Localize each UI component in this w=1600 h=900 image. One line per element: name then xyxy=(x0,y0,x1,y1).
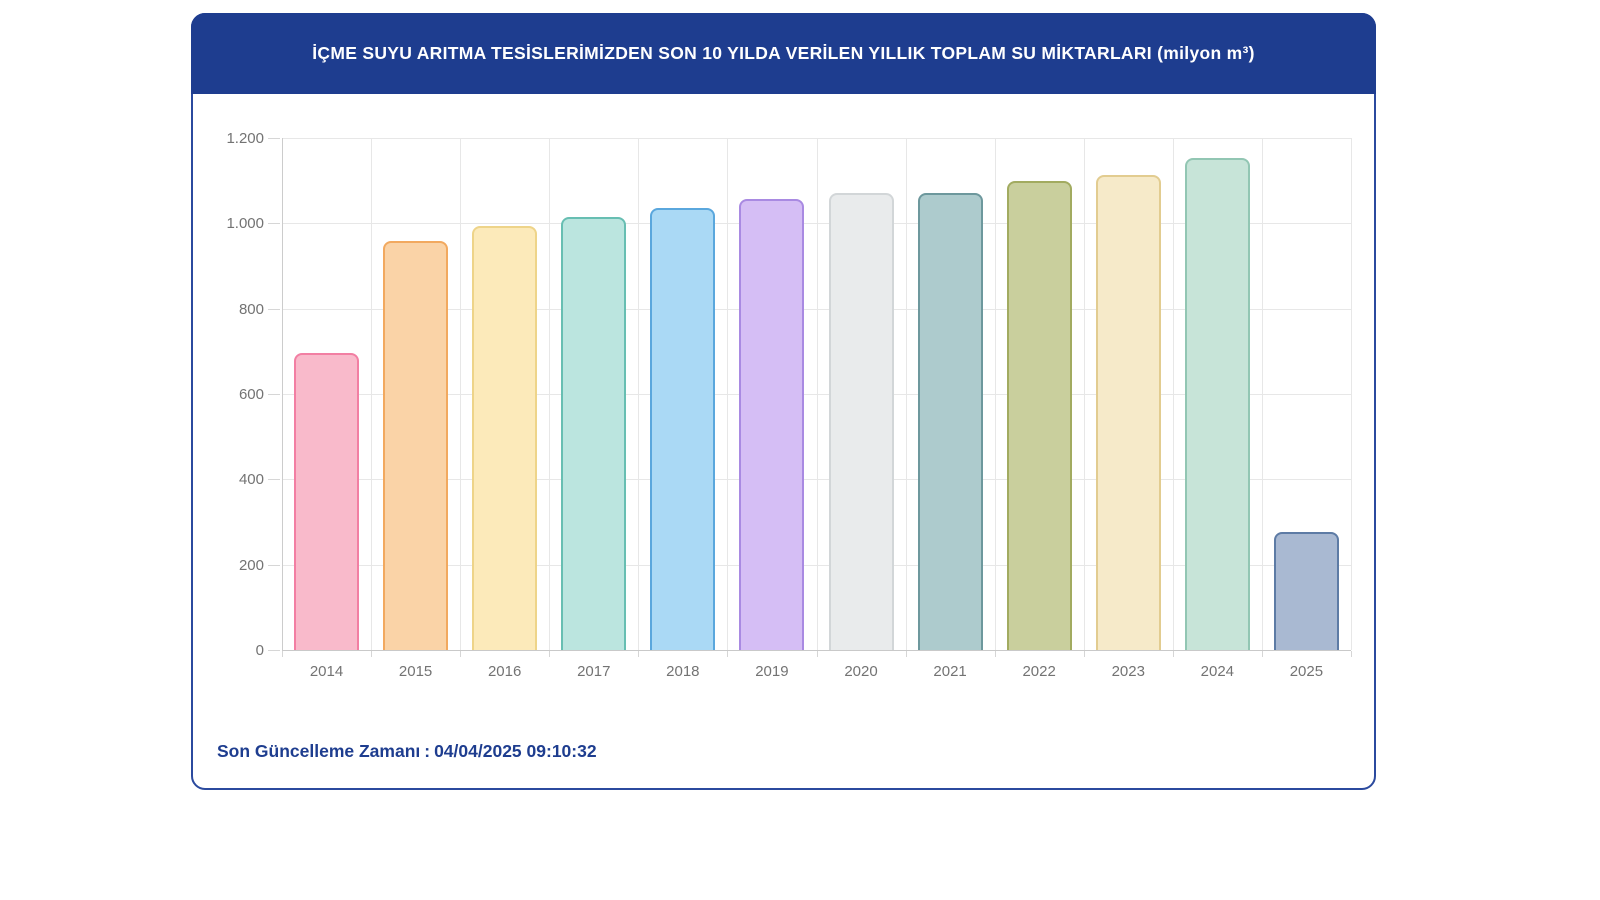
v-gridline-2 xyxy=(460,138,462,650)
x-axis-label-2023: 2023 xyxy=(1111,663,1145,680)
x-tick-7 xyxy=(905,651,907,657)
y-tick-1.200 xyxy=(268,138,280,139)
last-update-separator: : xyxy=(424,741,431,761)
v-gridline-11 xyxy=(1261,138,1263,650)
x-axis-label-2014: 2014 xyxy=(309,663,344,680)
y-tick-600 xyxy=(268,394,280,395)
y-tick-800 xyxy=(268,308,280,310)
x-tick-2 xyxy=(460,651,462,657)
v-gridline-1 xyxy=(371,138,373,650)
y-axis-label-0: 0 xyxy=(255,642,264,659)
bar-2017[interactable] xyxy=(561,217,626,650)
x-axis-label-2025: 2025 xyxy=(1289,663,1324,680)
y-axis-label-600: 600 xyxy=(238,386,264,403)
v-gridline-4 xyxy=(638,138,640,650)
v-gridline-3 xyxy=(549,138,551,650)
last-update-label: Son Güncelleme Zamanı xyxy=(217,741,421,761)
y-axis-label-800: 800 xyxy=(238,300,264,318)
chart-plot[interactable]: 0 200 400 600 800 1.000 1.200 2014 2015 2016 2017 2… xyxy=(226,131,1352,680)
bar-2021[interactable] xyxy=(918,193,983,650)
last-update-value: 04/04/2025 09:10:32 xyxy=(434,741,597,761)
y-tick-200 xyxy=(268,564,280,566)
y-axis-label-1.200: 1.200 xyxy=(226,130,264,147)
x-tick-5 xyxy=(727,651,729,657)
x-tick-4 xyxy=(638,651,640,657)
v-gridline-6 xyxy=(816,138,818,650)
x-tick-10 xyxy=(1172,651,1174,657)
y-tick-0 xyxy=(268,650,280,651)
bar-2020[interactable] xyxy=(829,193,894,650)
v-gridline-10 xyxy=(1172,138,1174,650)
x-tick-0 xyxy=(282,651,283,657)
x-axis-label-2015: 2015 xyxy=(398,663,433,680)
x-axis-label-2020: 2020 xyxy=(844,663,878,680)
y-axis-label-200: 200 xyxy=(238,556,264,574)
chart-card: İÇME SUYU ARITMA TESİSLERİMİZDEN SON 10 … xyxy=(191,13,1376,790)
x-axis-label-2016: 2016 xyxy=(487,663,522,680)
x-tick-6 xyxy=(816,651,818,657)
chart-title: İÇME SUYU ARITMA TESİSLERİMİZDEN SON 10 … xyxy=(312,43,1255,63)
bar-2023[interactable] xyxy=(1096,175,1161,650)
v-gridline-12 xyxy=(1351,138,1352,650)
bar-2015[interactable] xyxy=(383,241,448,650)
x-tick-12 xyxy=(1351,651,1352,657)
y-axis-line xyxy=(282,138,283,650)
chart-header: İÇME SUYU ARITMA TESİSLERİMİZDEN SON 10 … xyxy=(191,13,1376,94)
bar-2014[interactable] xyxy=(294,353,359,650)
y-tick-400 xyxy=(268,479,280,481)
x-axis-label-2024: 2024 xyxy=(1200,663,1235,680)
x-axis-label-2018: 2018 xyxy=(666,663,700,680)
last-update: Son Güncelleme Zamanı:04/04/2025 09:10:3… xyxy=(217,741,597,762)
bar-2025[interactable] xyxy=(1274,532,1339,650)
x-tick-1 xyxy=(371,651,373,657)
x-axis-label-2021: 2021 xyxy=(933,663,967,680)
y-axis-label-400: 400 xyxy=(238,471,264,489)
v-gridline-7 xyxy=(905,138,907,650)
x-axis-label-2017: 2017 xyxy=(577,663,611,680)
bar-2018[interactable] xyxy=(650,208,715,650)
v-gridline-8 xyxy=(994,138,996,650)
x-axis-line xyxy=(282,650,1351,651)
x-tick-9 xyxy=(1083,651,1085,657)
v-gridline-9 xyxy=(1083,138,1085,650)
x-axis-label-2019: 2019 xyxy=(755,663,789,680)
bar-2016[interactable] xyxy=(472,226,537,650)
x-tick-8 xyxy=(994,651,996,657)
x-tick-11 xyxy=(1261,651,1263,657)
bar-2022[interactable] xyxy=(1007,181,1072,650)
x-tick-3 xyxy=(549,651,551,657)
v-gridline-5 xyxy=(727,138,729,650)
y-axis-label-1.000: 1.000 xyxy=(226,215,264,233)
bar-2024[interactable] xyxy=(1185,158,1250,650)
bar-2019[interactable] xyxy=(739,199,804,650)
x-axis-label-2022: 2022 xyxy=(1022,663,1056,680)
y-tick-1.000 xyxy=(268,223,280,225)
